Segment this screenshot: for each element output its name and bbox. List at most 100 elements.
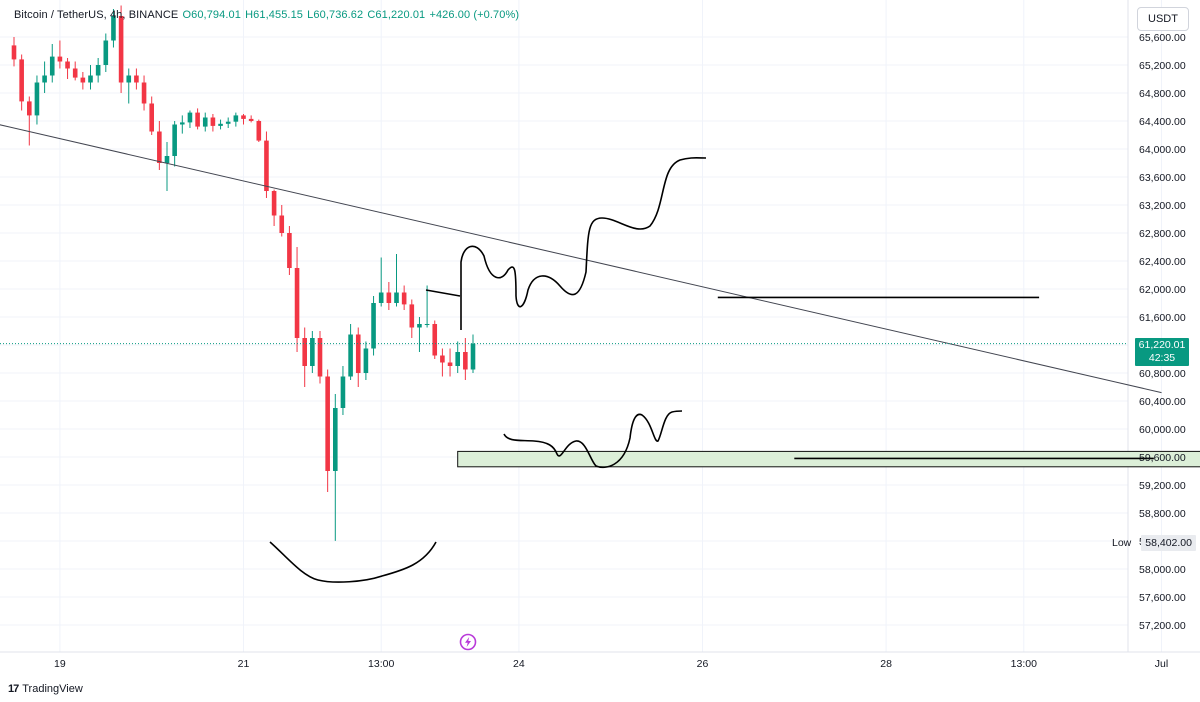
price-tick-label: 64,000.00 bbox=[1139, 144, 1186, 156]
candle-up bbox=[378, 257, 384, 307]
candle-up bbox=[95, 58, 101, 83]
ohlc-high: H61,455.15 bbox=[245, 9, 304, 21]
candle-down bbox=[440, 348, 445, 377]
candle-body bbox=[248, 118, 254, 121]
price-tick-label: 62,000.00 bbox=[1139, 284, 1186, 296]
candle-body bbox=[279, 215, 285, 233]
candle-down bbox=[355, 327, 361, 387]
candle-body bbox=[218, 123, 223, 126]
low-label: Low bbox=[1112, 537, 1132, 549]
freehand-projection-lower[interactable] bbox=[503, 410, 683, 469]
candle-body bbox=[294, 268, 300, 338]
candle-body bbox=[149, 103, 154, 132]
candle-body bbox=[302, 338, 307, 366]
candle-body bbox=[187, 112, 193, 123]
candle-body bbox=[11, 45, 17, 60]
candle-body bbox=[440, 355, 445, 363]
candle-down bbox=[210, 114, 216, 132]
price-tick-label: 65,200.00 bbox=[1139, 60, 1186, 72]
candle-up bbox=[103, 33, 109, 72]
candle-up bbox=[164, 142, 170, 191]
candle-body bbox=[287, 233, 292, 268]
candle-up bbox=[340, 366, 346, 415]
freehand-drawings[interactable] bbox=[269, 157, 707, 583]
candle-down bbox=[317, 331, 323, 384]
candle-body bbox=[378, 292, 384, 303]
candle-up bbox=[394, 254, 399, 307]
candle-down bbox=[65, 58, 70, 79]
price-tick-label: 64,400.00 bbox=[1139, 116, 1186, 128]
candle-down bbox=[11, 37, 17, 67]
candle-body bbox=[157, 131, 162, 163]
price-axis[interactable]: 65,600.00 65,200.00 64,800.00 64,400.00 64,0… bbox=[1139, 32, 1186, 632]
last-price-value: 61,220.01 bbox=[1138, 339, 1186, 351]
time-tick-label: 24 bbox=[513, 658, 525, 670]
tradingview-logo-text: TradingView bbox=[22, 683, 83, 695]
time-tick-label: 13:00 bbox=[368, 658, 394, 670]
candle-body bbox=[447, 362, 453, 366]
candle-up bbox=[363, 341, 369, 380]
candle-body bbox=[264, 140, 269, 191]
candle-down bbox=[271, 189, 277, 226]
price-tick-label: 62,400.00 bbox=[1139, 256, 1186, 268]
currency-button[interactable]: USDT bbox=[1137, 7, 1189, 31]
time-tick-label: Jul bbox=[1155, 658, 1168, 670]
candle-body bbox=[317, 338, 323, 377]
candle-body bbox=[424, 324, 430, 325]
candle-body bbox=[42, 75, 47, 83]
candle-body bbox=[103, 40, 109, 65]
price-tick-label: 60,400.00 bbox=[1139, 396, 1186, 408]
price-tick-label: 58,800.00 bbox=[1139, 508, 1186, 520]
price-tick-label: 59,200.00 bbox=[1139, 480, 1186, 492]
time-tick-label: 28 bbox=[880, 658, 892, 670]
candle-body bbox=[310, 338, 315, 366]
candle-up bbox=[348, 324, 353, 380]
candle-up bbox=[470, 334, 476, 373]
candle-body bbox=[27, 101, 32, 116]
candle-body bbox=[126, 75, 132, 83]
tradingview-logo-icon: 17 bbox=[8, 683, 19, 695]
candle-down bbox=[141, 75, 147, 111]
candle-body bbox=[19, 59, 24, 102]
time-tick-label: 21 bbox=[238, 658, 250, 670]
candle-body bbox=[210, 117, 216, 126]
candle-down bbox=[294, 247, 300, 352]
tradingview-logo[interactable]: 17 TradingView bbox=[8, 683, 83, 695]
price-tick-label: 61,600.00 bbox=[1139, 312, 1186, 324]
drawings[interactable] bbox=[0, 124, 1162, 460]
freehand-projection-upper[interactable] bbox=[460, 157, 707, 330]
candle-body bbox=[455, 352, 460, 366]
candle-up bbox=[111, 9, 116, 48]
candle-body bbox=[233, 115, 239, 122]
candle-body bbox=[88, 75, 93, 83]
candle-body bbox=[95, 65, 101, 76]
descending-trendline[interactable] bbox=[0, 124, 1162, 394]
candle-down bbox=[118, 5, 124, 93]
candle-down bbox=[279, 205, 285, 237]
candle-body bbox=[355, 334, 361, 373]
candle-body bbox=[202, 117, 208, 127]
ohlc-close: C61,220.01 bbox=[367, 9, 426, 21]
symbol-title[interactable]: Bitcoin / TetherUS, 4h, BINANCE bbox=[14, 9, 179, 21]
freehand-bottom-arc[interactable] bbox=[269, 541, 437, 583]
candle-body bbox=[417, 324, 422, 328]
candle-down bbox=[325, 369, 330, 492]
candle-up bbox=[42, 61, 47, 93]
candle-body bbox=[118, 16, 124, 83]
price-tick-label: 63,200.00 bbox=[1139, 200, 1186, 212]
candle-body bbox=[164, 156, 170, 163]
candle-up bbox=[88, 65, 93, 90]
ohlc-change: +426.00 (+0.70%) bbox=[429, 9, 520, 21]
bolt-icon[interactable] bbox=[459, 633, 477, 651]
price-tick-label: 57,200.00 bbox=[1139, 620, 1186, 632]
candle-body bbox=[463, 352, 468, 370]
candle-down bbox=[19, 54, 24, 111]
drawn-level-stroke[interactable] bbox=[425, 289, 461, 297]
candle-body bbox=[271, 191, 277, 216]
candle-body bbox=[195, 112, 200, 127]
candle-down bbox=[195, 108, 200, 130]
candle-up bbox=[225, 117, 231, 128]
